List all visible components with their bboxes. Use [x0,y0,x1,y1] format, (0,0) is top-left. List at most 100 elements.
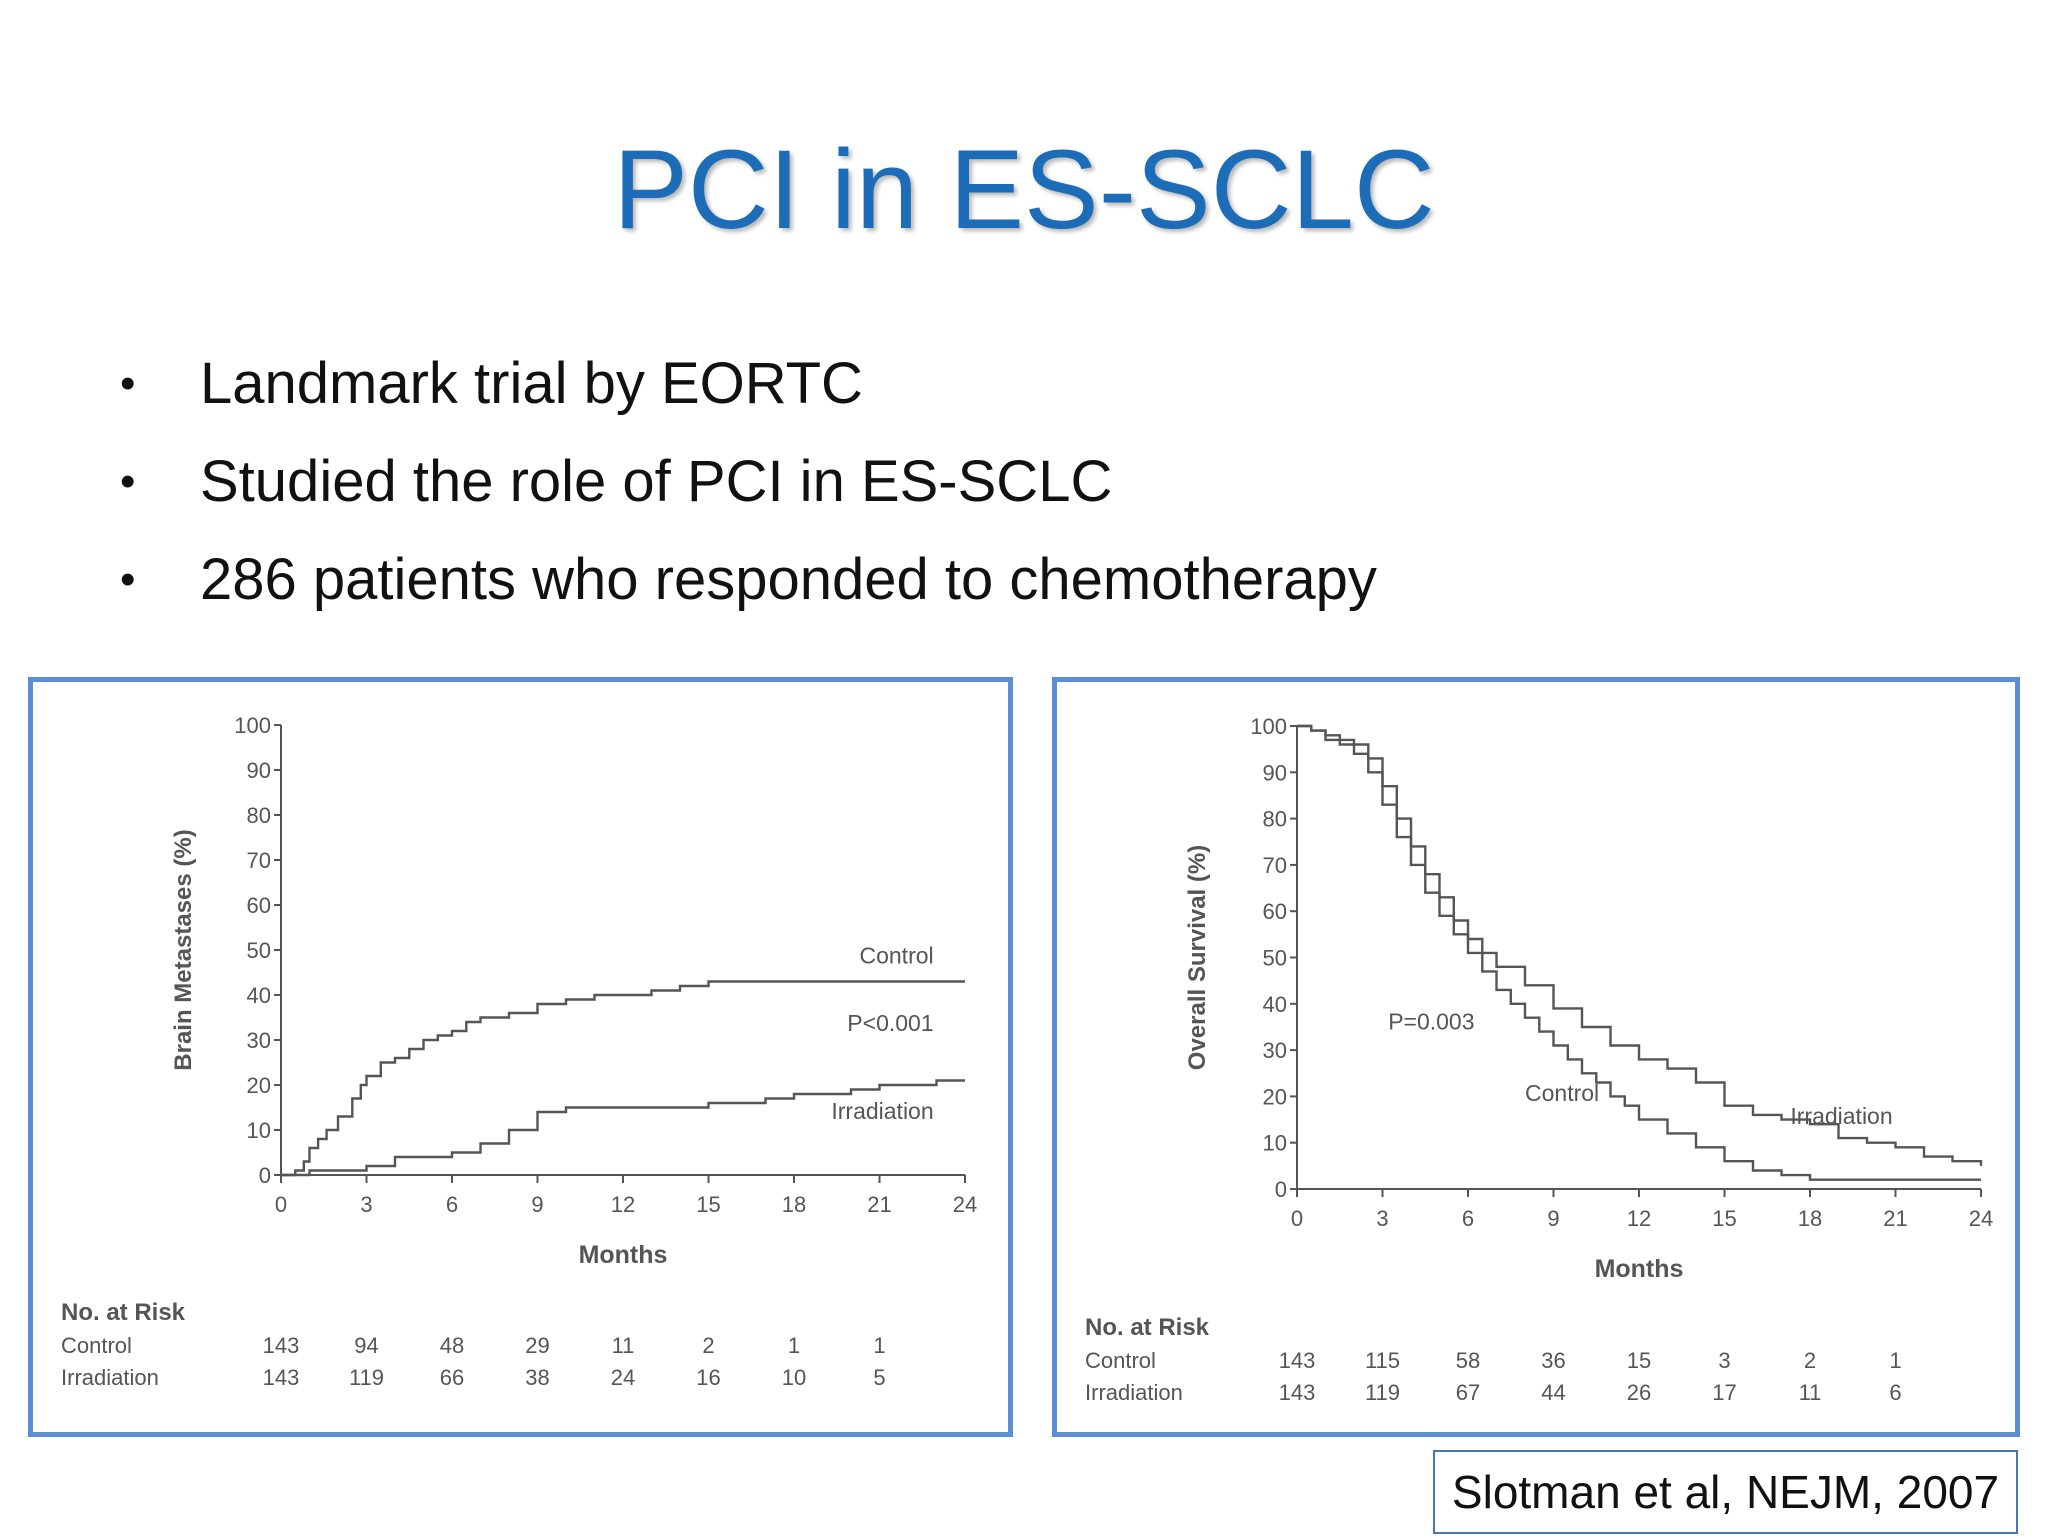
y-tick-label: 40 [247,983,271,1008]
y-tick-label: 50 [1263,946,1287,971]
y-tick-label: 70 [1263,853,1287,878]
at-risk-value: 11 [1799,1380,1822,1405]
at-risk-value: 143 [1279,1380,1316,1405]
at-risk-value: 38 [525,1365,549,1390]
slide-title: PCI in ES-SCLC [613,127,1435,252]
bullet-text: Studied the role of PCI in ES-SCLC [200,449,1113,514]
at-risk-value: 2 [702,1333,714,1358]
x-axis-label: Months [579,1241,668,1269]
x-tick-label: 9 [531,1192,543,1217]
at-risk-title: No. at Risk [61,1299,186,1326]
overall-survival-chart-panel: 0 10 20 30 40 50 60 70 80 90 100 0 3 6 9 12 15 18 21 24 Mont… [1052,677,2020,1437]
at-risk-value: 119 [1365,1380,1400,1405]
at-risk-value: 115 [1365,1348,1400,1373]
at-risk-value: 1 [873,1333,885,1358]
bullet-list: • Landmark trial by EORTC • Studied the ro… [120,335,1377,629]
at-risk-value: 1 [1889,1348,1901,1373]
x-tick-label: 18 [1798,1206,1822,1231]
bullet-dot-icon: • [120,555,136,604]
at-risk-value: 24 [611,1365,635,1390]
brain-metastases-chart-panel: 0 10 20 30 40 50 60 70 80 90 100 0 3 6 9 12 15 18 21 24 Mont… [28,677,1013,1437]
citation-box: Slotman et al, NEJM, 2007 [1433,1450,2018,1534]
chart-annotation: P<0.001 [847,1010,933,1036]
y-tick-label: 0 [259,1163,271,1188]
y-tick-label: 100 [234,713,271,738]
x-tick-label: 12 [611,1192,635,1217]
bullet-text: 286 patients who responded to chemothera… [200,547,1377,612]
at-risk-value: 1 [788,1333,800,1358]
at-risk-row-label: Control [1085,1348,1156,1373]
at-risk-row-label: Irradiation [61,1365,159,1390]
x-tick-label: 24 [1969,1206,1993,1231]
y-tick-label: 70 [247,848,271,873]
at-risk-value: 143 [263,1365,300,1390]
y-tick-label: 50 [247,938,271,963]
at-risk-value: 48 [440,1333,464,1358]
at-risk-value: 143 [1279,1348,1316,1373]
y-tick-label: 90 [247,758,271,783]
at-risk-value: 26 [1627,1380,1651,1405]
y-axis-label: Overall Survival (%) [1184,845,1211,1070]
x-tick-label: 12 [1627,1206,1651,1231]
y-tick-label: 10 [1263,1131,1287,1156]
x-tick-label: 18 [782,1192,806,1217]
y-tick-label: 20 [247,1073,271,1098]
at-risk-row-label: Control [61,1333,132,1358]
chart-annotation: Irradiation [1790,1103,1892,1129]
chart-annotation: Control [1525,1080,1599,1106]
at-risk-value: 94 [354,1333,378,1358]
x-tick-label: 6 [446,1192,458,1217]
bullet-item: • Studied the role of PCI in ES-SCLC [120,433,1377,531]
x-tick-label: 21 [1883,1206,1907,1231]
at-risk-title: No. at Risk [1085,1314,1210,1341]
at-risk-value: 66 [440,1365,464,1390]
x-tick-label: 0 [275,1192,287,1217]
control-series-line [281,980,965,1177]
bullet-item: • 286 patients who responded to chemother… [120,531,1377,629]
x-tick-label: 15 [1712,1206,1736,1231]
x-tick-label: 21 [867,1192,891,1217]
x-tick-label: 24 [953,1192,977,1217]
x-tick-label: 6 [1462,1206,1474,1231]
x-tick-label: 0 [1291,1206,1303,1231]
at-risk-value: 10 [782,1365,806,1390]
y-tick-label: 40 [1263,992,1287,1017]
y-tick-label: 30 [1263,1038,1287,1063]
x-tick-label: 9 [1547,1206,1559,1231]
y-tick-label: 60 [247,893,271,918]
y-tick-label: 60 [1263,899,1287,924]
at-risk-value: 29 [525,1333,549,1358]
at-risk-value: 17 [1712,1380,1736,1405]
at-risk-value: 15 [1627,1348,1651,1373]
at-risk-value: 119 [349,1365,384,1390]
y-axis-label: Brain Metastases (%) [170,829,197,1070]
irradiation-series-line [281,1079,965,1177]
at-risk-value: 6 [1889,1380,1901,1405]
at-risk-value: 36 [1541,1348,1565,1373]
y-tick-label: 20 [1263,1084,1287,1109]
at-risk-value: 44 [1541,1380,1565,1405]
bullet-text: Landmark trial by EORTC [200,351,863,416]
at-risk-value: 16 [696,1365,720,1390]
x-tick-label: 15 [696,1192,720,1217]
at-risk-value: 5 [873,1365,885,1390]
bullet-item: • Landmark trial by EORTC [120,335,1377,433]
x-tick-label: 3 [1376,1206,1388,1231]
chart-annotation: Irradiation [831,1098,933,1124]
at-risk-row-label: Irradiation [1085,1380,1183,1405]
bullet-dot-icon: • [120,457,136,506]
bullet-dot-icon: • [120,359,136,408]
chart-annotation: P=0.003 [1388,1008,1474,1034]
chart-annotation: Control [859,943,933,969]
at-risk-value: 67 [1456,1380,1480,1405]
irradiation-series-line [1297,724,1983,1166]
y-tick-label: 100 [1250,714,1287,739]
at-risk-value: 143 [263,1333,300,1358]
y-tick-label: 80 [247,803,271,828]
x-axis-label: Months [1595,1255,1684,1283]
y-tick-label: 0 [1275,1177,1287,1202]
at-risk-value: 2 [1804,1348,1816,1373]
y-tick-label: 10 [247,1118,271,1143]
